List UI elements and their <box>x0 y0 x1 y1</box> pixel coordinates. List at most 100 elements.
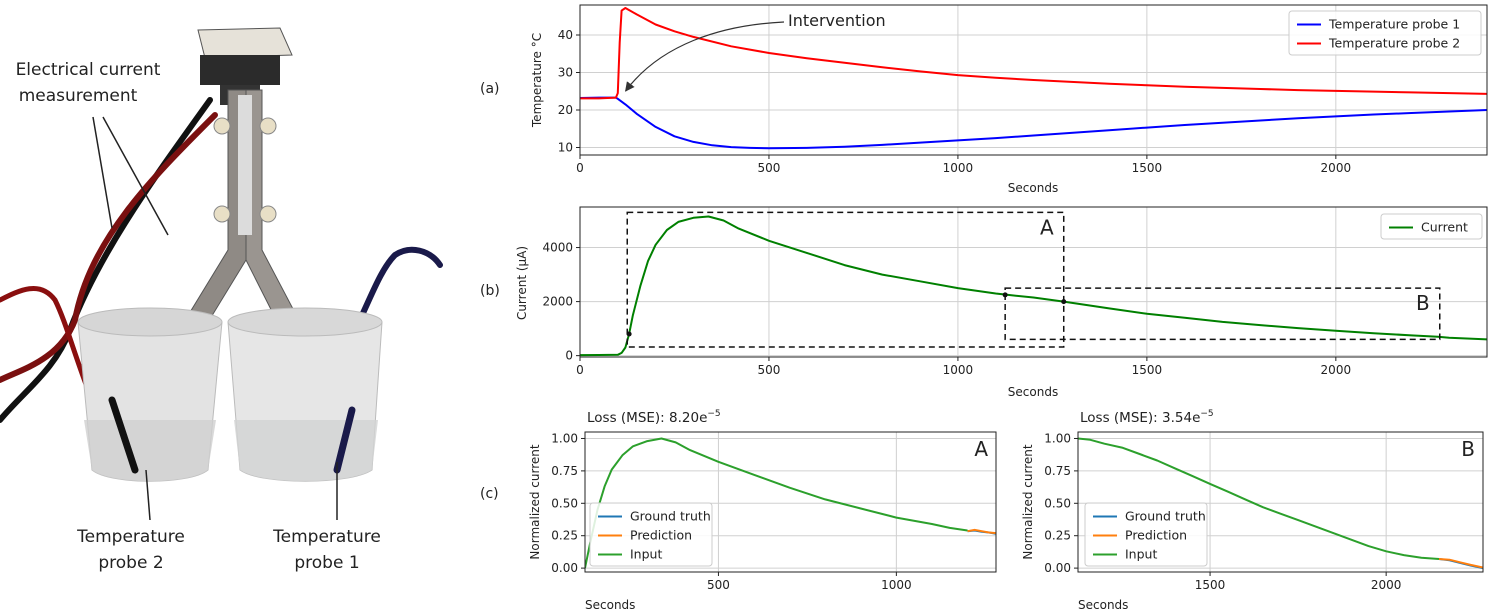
loss-title: Loss (MSE): 3.54e−5 <box>1080 409 1214 426</box>
legend-label: Input <box>1125 547 1157 562</box>
x-tick-label: 500 <box>707 578 730 592</box>
loss-title: Loss (MSE): 8.20e−5 <box>587 409 721 426</box>
window-box-A <box>626 211 1065 348</box>
panel-label-b: (b) <box>480 283 500 299</box>
legend-label: Input <box>630 547 662 562</box>
probe2-label-line1: Temperature <box>76 527 185 547</box>
series-group <box>580 215 1487 357</box>
window-box-label-B: B <box>1416 291 1430 315</box>
plot-frame <box>579 206 1488 358</box>
y-tick-label: 30 <box>558 66 573 80</box>
x-tick-label: 0 <box>576 161 584 175</box>
x-tick-label: 2000 <box>1321 161 1352 175</box>
series-line-prediction <box>967 528 996 535</box>
legend-label: Prediction <box>1125 528 1187 543</box>
probe1-label-line2: probe 1 <box>294 553 359 573</box>
y-tick-label: 40 <box>558 28 573 42</box>
legend-box <box>1084 502 1208 567</box>
left-cup <box>77 307 223 482</box>
legend-label: Current <box>1421 220 1468 235</box>
y-axis-label: Normalized current <box>1021 444 1035 559</box>
series-group <box>1078 437 1483 570</box>
window-start-marker-B <box>1002 292 1008 298</box>
x-tick-label: 1500 <box>1195 578 1226 592</box>
chart-c-window-b: 1500 2000 0.00 0.25 0.50 0.75 1.00 Seconds Norma… <box>1021 409 1484 612</box>
y-tick-label: 0.25 <box>1044 529 1071 543</box>
y-tick-label: 0.75 <box>551 464 578 478</box>
legend-box <box>589 502 713 567</box>
plot-frame <box>584 431 997 573</box>
experiment-photo: Electrical current measurement Temperatu… <box>0 0 480 613</box>
legend-label: Temperature probe 2 <box>1328 36 1460 51</box>
window-start-marker-A <box>626 331 632 337</box>
y-axis-label: Temperature °C <box>530 33 544 128</box>
window-box-B <box>1004 287 1441 341</box>
x-tick-label: 500 <box>758 161 781 175</box>
intervention-arrow <box>625 21 785 92</box>
legend-label: Ground truth <box>630 509 711 524</box>
window-box-label-A: A <box>1040 215 1054 239</box>
x-tick-label: 1000 <box>881 578 912 592</box>
legend-label: Temperature probe 1 <box>1328 17 1460 32</box>
loss-exponent: −5 <box>1200 409 1213 419</box>
x-tick-label: 1000 <box>943 161 974 175</box>
panel-label-c: (c) <box>480 486 499 502</box>
probe1-label-line1: Temperature <box>272 527 381 547</box>
y-tick-label: 20 <box>558 103 573 117</box>
x-axis-label: Seconds <box>1078 598 1128 612</box>
series-group <box>585 437 996 569</box>
probe2-label-line2: probe 2 <box>98 553 163 573</box>
y-tick-label: 0.50 <box>1044 496 1071 510</box>
panel-label-a: (a) <box>480 81 500 97</box>
x-tick-label: 500 <box>758 363 781 377</box>
chart-a-temperature: 0 500 1000 1500 2000 10 20 30 40 Seconds Temperatu… <box>530 4 1488 195</box>
right-cup <box>227 307 383 482</box>
y-tick-label: 1.00 <box>1044 431 1071 445</box>
y-tick-label: 0.75 <box>1044 464 1071 478</box>
current-measurement-label-line2: measurement <box>19 86 138 106</box>
y-tick-label: 10 <box>558 141 573 155</box>
series-group <box>580 7 1487 150</box>
chart-b-current: 0 500 1000 1500 2000 0 2000 4000 Seconds Current … <box>515 206 1488 399</box>
y-tick-label: 0.50 <box>551 496 578 510</box>
x-axis-label: Seconds <box>585 598 635 612</box>
series-line-input <box>1078 437 1440 560</box>
x-tick-label: 1000 <box>943 363 974 377</box>
legend-box <box>1288 10 1482 56</box>
intervention-annotation: Intervention <box>788 11 886 30</box>
x-tick-label: 0 <box>576 363 584 377</box>
x-tick-label: 1500 <box>1132 363 1163 377</box>
y-tick-label: 4000 <box>542 241 573 255</box>
x-tick-label: 2000 <box>1321 363 1352 377</box>
y-tick-label: 2000 <box>542 295 573 309</box>
series-line-prediction <box>1438 558 1483 569</box>
window-end-marker <box>1061 299 1067 305</box>
y-axis-label: Current (μA) <box>515 246 529 320</box>
x-tick-label: 1500 <box>1132 161 1163 175</box>
corner-label: B <box>1461 437 1475 461</box>
chart-c-window-a: 500 1000 0.00 0.25 0.50 0.75 1.00 Seconds Normal… <box>528 409 997 612</box>
series-line-temperature-probe-2 <box>580 7 1487 100</box>
corner-label: A <box>974 437 988 461</box>
plot-frame <box>1077 431 1484 573</box>
series-line-current <box>580 215 1487 357</box>
y-tick-label: 0.25 <box>551 529 578 543</box>
plot-frame <box>579 4 1488 156</box>
y-tick-label: 0 <box>565 349 573 363</box>
loss-exponent: −5 <box>707 409 720 419</box>
current-measurement-label-line1: Electrical current <box>16 60 161 80</box>
x-axis-label: Seconds <box>1008 181 1058 195</box>
x-tick-label: 2000 <box>1371 578 1402 592</box>
series-line-temperature-probe-1 <box>580 96 1487 150</box>
y-tick-label: 1.00 <box>551 431 578 445</box>
legend-label: Ground truth <box>1125 509 1206 524</box>
label-pointers <box>92 116 338 521</box>
y-tick-label: 0.00 <box>551 561 578 575</box>
y-axis-label: Normalized current <box>528 444 542 559</box>
legend-box <box>1380 213 1483 240</box>
x-axis-label: Seconds <box>1008 385 1058 399</box>
series-line-input <box>585 437 968 569</box>
y-tick-label: 0.00 <box>1044 561 1071 575</box>
legend-label: Prediction <box>630 528 692 543</box>
